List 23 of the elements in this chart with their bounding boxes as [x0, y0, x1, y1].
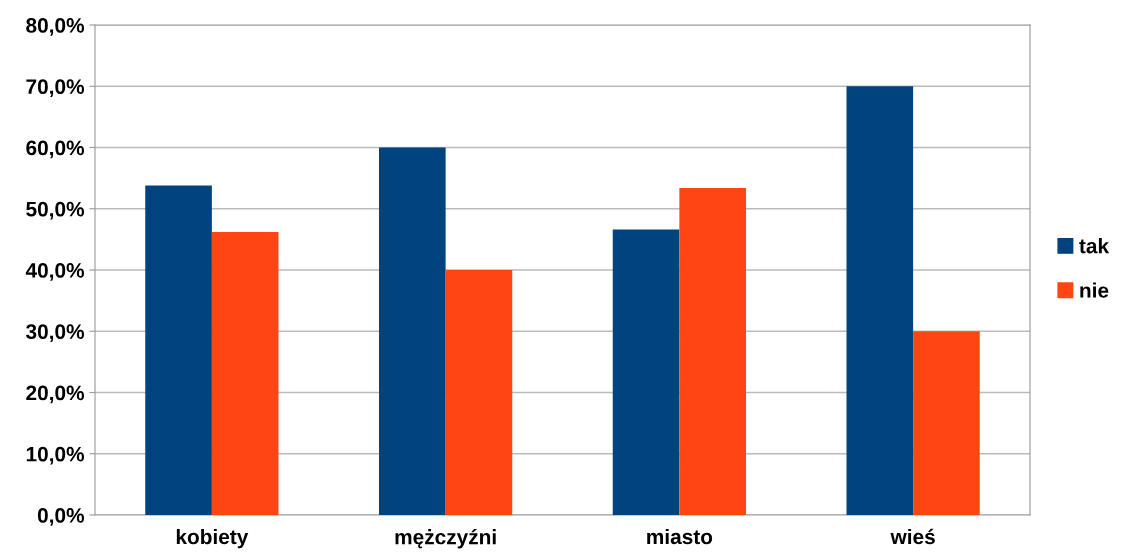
bar: [145, 185, 212, 515]
y-tick-label: 40,0%: [25, 263, 85, 281]
x-tick-label: miasto: [647, 528, 713, 545]
y-tick-label: 80,0%: [26, 18, 85, 36]
bar: [913, 331, 980, 515]
x-tick-label: kobiety: [176, 528, 249, 549]
y-tick-label: 30,0%: [25, 324, 85, 343]
x-tick-label: wieś: [890, 528, 935, 545]
y-tick-label: 70,0%: [26, 79, 85, 98]
y-tick-label: 20,0%: [26, 385, 85, 404]
bar: [679, 187, 746, 515]
y-tick-label: 10,0%: [26, 446, 85, 465]
legend-label: tak: [1079, 238, 1110, 254]
legend-label: nie: [1080, 282, 1109, 298]
x-tick-label: mężczyźni: [395, 528, 496, 549]
bar: [445, 270, 513, 515]
bar: [612, 229, 680, 515]
y-tick-label: 0,0%: [37, 508, 85, 526]
bar: [211, 232, 279, 515]
y-tick-label: 50,0%: [26, 201, 85, 220]
bar: [379, 147, 446, 515]
bar: [846, 86, 914, 515]
y-tick-label: 60,0%: [26, 140, 85, 159]
